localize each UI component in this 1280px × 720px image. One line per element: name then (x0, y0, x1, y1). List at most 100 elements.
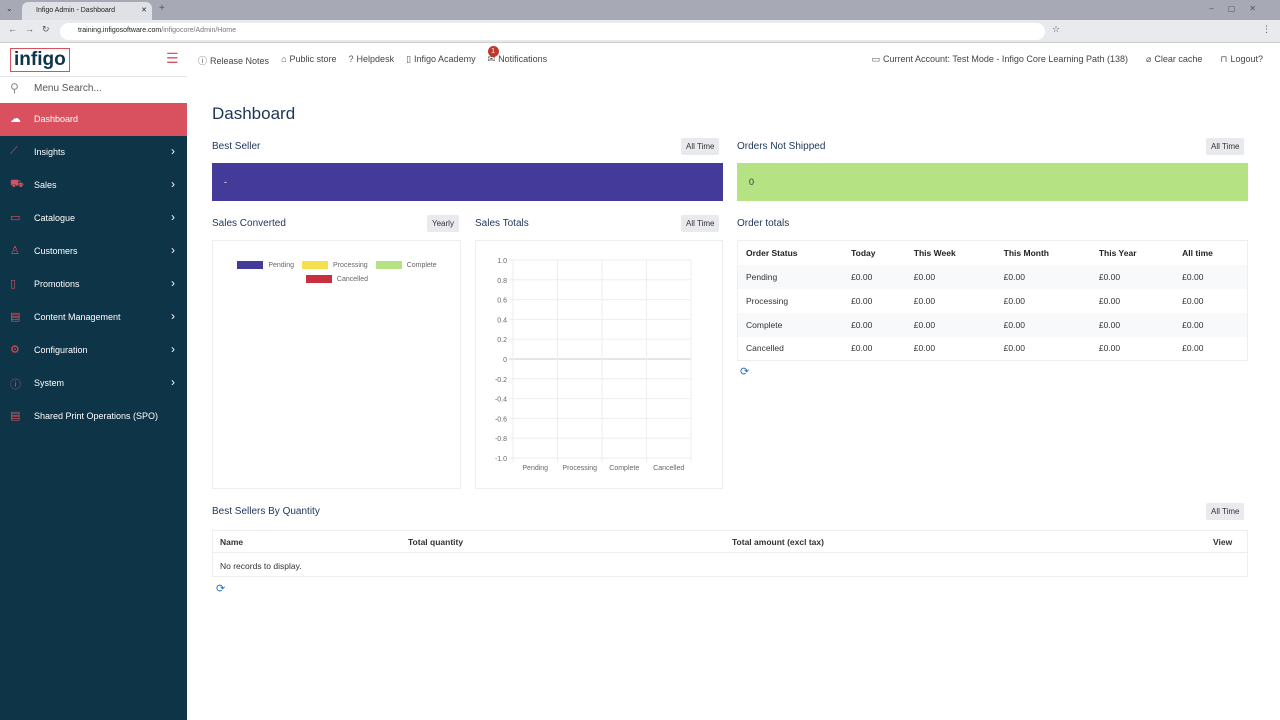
new-tab-icon[interactable]: + (159, 3, 165, 14)
legend-item[interactable]: Processing (302, 259, 368, 273)
y-tick-label: -0.8 (495, 436, 507, 443)
sales-totals-filter[interactable]: All Time (681, 215, 720, 232)
url-input[interactable]: training.infigosoftware.com/infigocore/A… (60, 23, 1045, 40)
refresh-icon[interactable]: ⟳ (216, 583, 226, 595)
chevron-right-icon: › (171, 342, 175, 356)
legend-item[interactable]: Complete (375, 259, 437, 273)
book-icon: ▯ (406, 54, 412, 64)
col-total-quantity[interactable]: Total quantity (408, 537, 464, 547)
helpdesk-link[interactable]: ? Helpdesk (349, 54, 395, 67)
sidebar-item-label: Dashboard (34, 114, 79, 124)
y-tick-label: 0 (503, 357, 507, 364)
col-total-amount[interactable]: Total amount (excl tax) (732, 537, 824, 547)
table-cell: £0.00 (851, 271, 873, 282)
browser-tab[interactable]: Infigo Admin - Dashboard ✕ (22, 2, 152, 20)
order-totals-title: Order totals (737, 218, 790, 229)
y-tick-label: -0.4 (495, 397, 507, 404)
monitor-icon: ▭ (871, 54, 880, 64)
hamburger-menu-icon[interactable]: ☰ (166, 50, 179, 66)
ticket-icon: ▯ (10, 278, 17, 290)
chevron-right-icon: › (171, 243, 175, 257)
sidebar-item-label: Sales (34, 180, 57, 190)
table-cell: Cancelled (746, 343, 784, 354)
table-cell: £0.00 (913, 319, 936, 330)
legend-swatch (302, 261, 329, 270)
order-totals-table: Order Status Today This Week This Month This… (737, 240, 1248, 361)
orders-not-shipped-filter[interactable]: All Time (1206, 138, 1245, 155)
academy-link[interactable]: ▯ Infigo Academy (406, 54, 476, 67)
sidebar-item-label: Insights (34, 147, 66, 157)
tab-list-icon[interactable]: ⌄ (6, 4, 13, 13)
info-circle-icon: ⓘ (198, 56, 208, 66)
sidebar: infigo ☰ ⚲ Menu Search... ☁ Dashboard ⟋ Insi… (0, 44, 187, 720)
table-cell: Pending (746, 271, 778, 282)
public-store-link[interactable]: ⌂ Public store (281, 54, 336, 67)
sidebar-item-insights[interactable]: ⟋ Insights › (0, 136, 187, 169)
sidebar-item-catalogue[interactable]: ▭ Catalogue › (0, 202, 187, 235)
col-name[interactable]: Name (220, 537, 244, 547)
order-totals-col: This Month (1003, 247, 1049, 258)
search-icon: ⚲ (10, 81, 19, 95)
col-view: View (1213, 537, 1233, 547)
sidebar-item-label: Configuration (34, 345, 88, 355)
table-cell: £0.00 (1003, 295, 1025, 306)
table-cell: £0.00 (1182, 271, 1204, 282)
best-sellers-qty-filter[interactable]: All Time (1206, 503, 1245, 520)
public-store-label: Public store (289, 54, 337, 64)
sidebar-item-configuration[interactable]: ⚙ Configuration › (0, 334, 187, 367)
y-tick-label: -1.0 (495, 456, 507, 463)
order-totals-col: Today (851, 247, 876, 258)
gear-icon: ⚙ (10, 344, 20, 356)
sidebar-item-shared-print-operations-spo[interactable]: ▤ Shared Print Operations (SPO) (0, 400, 187, 433)
best-seller-filter[interactable]: All Time (681, 138, 720, 155)
reload-icon[interactable]: ↻ (42, 24, 50, 34)
bookmark-star-icon[interactable]: ☆ (1052, 24, 1061, 34)
current-account-link[interactable]: ▭ Current Account: Test Mode - Infigo Cor… (871, 54, 1127, 65)
sales-totals-chart: 1.0 0.8 0.6 0.4 0.2 0 -0.2 -0.4 -0.6 -0.8 -1.0 Pend… (495, 258, 692, 472)
table-cell: £0.00 (1003, 343, 1025, 354)
printer-icon: ▤ (10, 410, 21, 422)
table-cell: £0.00 (1098, 319, 1121, 330)
back-icon[interactable]: ← (8, 24, 17, 34)
sidebar-item-dashboard[interactable]: ☁ Dashboard (0, 103, 187, 136)
sidebar-item-sales[interactable]: ⛟ Sales › (0, 169, 187, 202)
chevron-right-icon: › (171, 309, 175, 323)
sidebar-item-system[interactable]: ⓘ System › (0, 367, 187, 400)
chevron-right-icon: › (171, 375, 175, 389)
table-cell: £0.00 (1003, 319, 1025, 330)
legend-item[interactable]: Pending (237, 259, 294, 273)
forward-icon[interactable]: → (25, 24, 34, 34)
table-cell: £0.00 (913, 295, 936, 306)
logout-link[interactable]: ⊓ Logout? (1220, 54, 1263, 65)
logo[interactable]: infigo (10, 48, 70, 72)
refresh-icon[interactable]: ⟳ (740, 366, 750, 378)
best-seller-value: - (212, 163, 723, 201)
tab-title: Infigo Admin - Dashboard (36, 7, 115, 14)
menu-search-input[interactable]: ⚲ Menu Search... (0, 76, 187, 103)
clear-cache-link[interactable]: ⌀ Clear cache (1146, 54, 1202, 65)
release-notes-link[interactable]: ⓘ Release Notes (198, 54, 269, 67)
x-tick-label: Cancelled (653, 465, 684, 472)
order-totals-col: Order Status (746, 247, 798, 258)
notifications-link[interactable]: 1 ✉ Notifications (487, 46, 547, 67)
browser-menu-icon[interactable]: ⋮ (1262, 24, 1271, 34)
sales-converted-filter[interactable]: Yearly (427, 215, 459, 232)
sidebar-item-promotions[interactable]: ▯ Promotions › (0, 268, 187, 301)
question-circle-icon: ? (348, 54, 354, 64)
sidebar-item-label: Content Management (34, 312, 121, 322)
legend-label: Pending (268, 262, 295, 269)
table-cell: £0.00 (1098, 271, 1121, 282)
table-row: Complete £0.00 £0.00 £0.00 £0.00 £0.00 (737, 312, 1248, 337)
legend-item[interactable]: Cancelled (305, 273, 368, 287)
y-tick-label: 0.4 (497, 317, 507, 324)
legend-label: Processing (333, 262, 368, 269)
sidebar-item-customers[interactable]: ♙ Customers › (0, 235, 187, 268)
table-cell: £0.00 (913, 271, 936, 282)
home-icon: ⌂ (281, 54, 287, 64)
window-controls[interactable]: –▢✕ (1209, 4, 1270, 13)
legend-label: Complete (406, 262, 437, 269)
legend-swatch (305, 275, 332, 284)
close-tab-icon[interactable]: ✕ (141, 7, 147, 14)
sidebar-item-content-management[interactable]: ▤ Content Management › (0, 301, 187, 334)
y-tick-label: 1.0 (497, 258, 507, 265)
